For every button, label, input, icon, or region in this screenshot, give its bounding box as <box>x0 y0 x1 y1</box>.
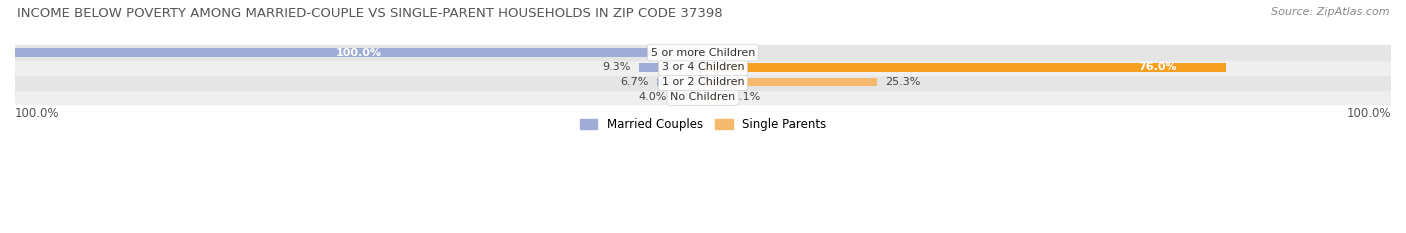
Text: 3.1%: 3.1% <box>733 92 761 102</box>
Text: 3 or 4 Children: 3 or 4 Children <box>662 62 744 72</box>
Bar <box>15 48 703 57</box>
Bar <box>638 63 703 72</box>
Bar <box>703 93 724 101</box>
Text: 100.0%: 100.0% <box>1347 106 1391 120</box>
Text: 100.0%: 100.0% <box>336 48 382 58</box>
Text: 6.7%: 6.7% <box>620 77 648 87</box>
Text: 5 or more Children: 5 or more Children <box>651 48 755 58</box>
Text: INCOME BELOW POVERTY AMONG MARRIED-COUPLE VS SINGLE-PARENT HOUSEHOLDS IN ZIP COD: INCOME BELOW POVERTY AMONG MARRIED-COUPL… <box>17 7 723 20</box>
Text: 100.0%: 100.0% <box>15 106 59 120</box>
Text: No Children: No Children <box>671 92 735 102</box>
Legend: Married Couples, Single Parents: Married Couples, Single Parents <box>575 113 831 136</box>
Bar <box>675 93 703 101</box>
Bar <box>15 75 1391 89</box>
Text: Source: ZipAtlas.com: Source: ZipAtlas.com <box>1271 7 1389 17</box>
Text: 0.0%: 0.0% <box>711 48 740 58</box>
Bar <box>15 45 1391 60</box>
Text: 9.3%: 9.3% <box>602 62 631 72</box>
Bar <box>703 78 877 86</box>
Bar <box>15 60 1391 75</box>
Text: 76.0%: 76.0% <box>1137 62 1177 72</box>
Text: 4.0%: 4.0% <box>638 92 668 102</box>
Bar <box>657 78 703 86</box>
Bar <box>703 63 1226 72</box>
Text: 25.3%: 25.3% <box>886 77 921 87</box>
Bar <box>15 89 1391 104</box>
Text: 1 or 2 Children: 1 or 2 Children <box>662 77 744 87</box>
